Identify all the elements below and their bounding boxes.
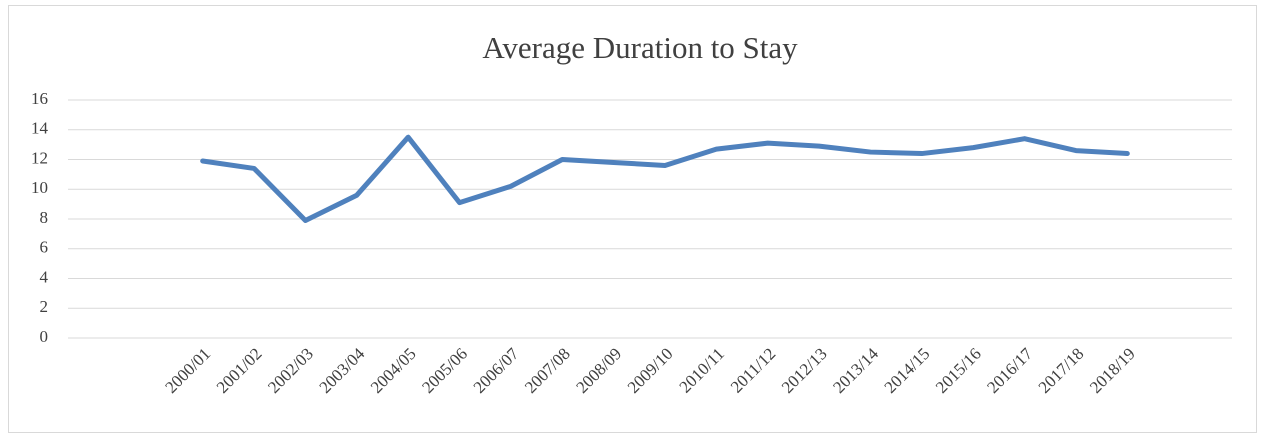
- y-tick-label: 14: [31, 119, 49, 138]
- y-tick-label: 4: [40, 267, 49, 286]
- y-tick-label: 0: [40, 327, 49, 346]
- y-tick-label: 10: [31, 178, 48, 197]
- chart-title: Average Duration to Stay: [482, 30, 798, 65]
- y-tick-label: 8: [40, 208, 49, 227]
- y-tick-label: 16: [31, 89, 48, 108]
- data-line: [200, 134, 1130, 223]
- y-tick-label: 6: [40, 238, 49, 257]
- y-tick-label: 12: [31, 148, 48, 167]
- y-tick-label: 2: [40, 297, 49, 316]
